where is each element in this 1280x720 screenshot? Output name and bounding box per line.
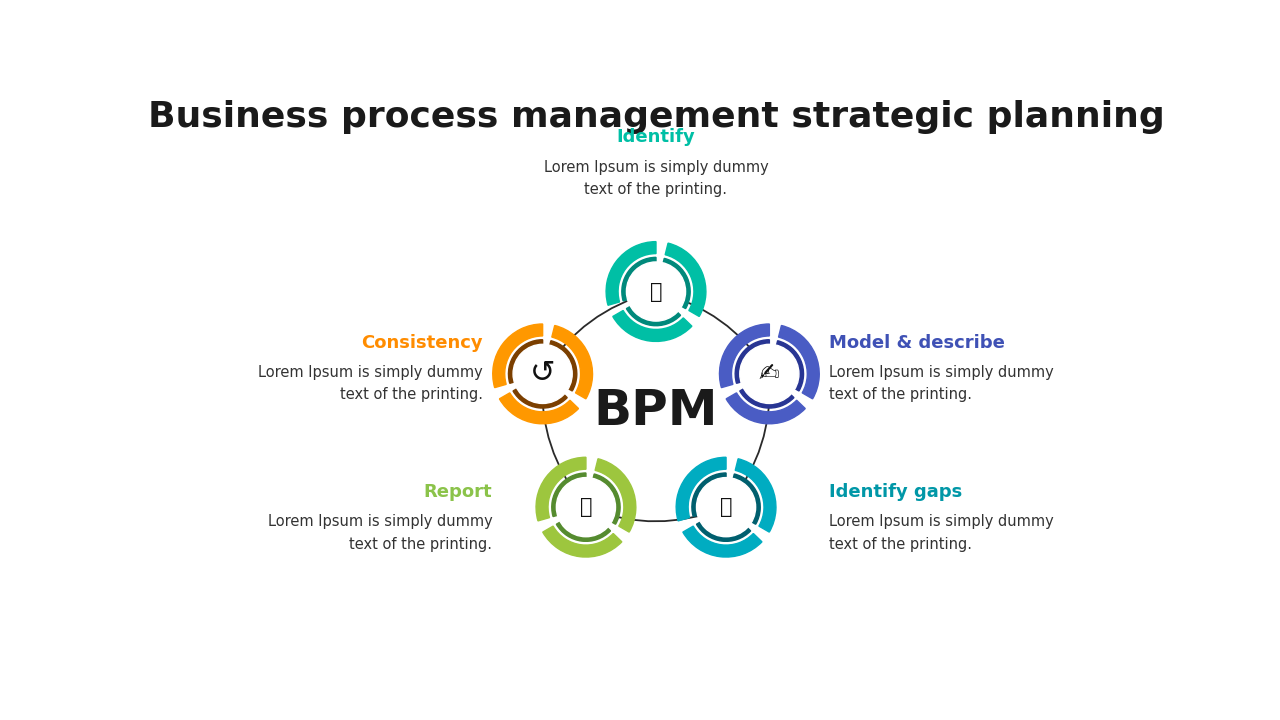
Text: 📄: 📄 [580,497,593,517]
FancyArrowPatch shape [659,292,767,370]
Text: Lorem Ipsum is simply dummy
text of the printing.: Lorem Ipsum is simply dummy text of the … [829,514,1053,552]
Text: Lorem Ipsum is simply dummy
text of the printing.: Lorem Ipsum is simply dummy text of the … [259,365,483,402]
Wedge shape [692,473,726,516]
Wedge shape [543,526,622,557]
Wedge shape [726,393,805,424]
Text: Model & describe: Model & describe [829,333,1005,351]
Wedge shape [662,258,690,309]
Circle shape [696,477,755,536]
Wedge shape [557,520,611,541]
Text: Identify gaps: Identify gaps [829,483,963,501]
Wedge shape [719,324,769,387]
Wedge shape [613,310,692,341]
Wedge shape [552,325,593,399]
Text: ↺: ↺ [530,359,556,388]
Wedge shape [536,457,586,521]
Wedge shape [593,474,620,524]
Text: 🔍: 🔍 [650,282,662,302]
Text: Report: Report [424,483,493,501]
Text: Identify: Identify [617,128,695,146]
Wedge shape [732,474,760,524]
Wedge shape [666,243,705,317]
Text: 📊: 📊 [719,497,732,517]
Circle shape [513,344,572,403]
Text: BPM: BPM [594,387,718,435]
Circle shape [557,477,616,536]
Wedge shape [778,325,819,399]
Wedge shape [499,393,579,424]
Wedge shape [607,242,657,305]
Wedge shape [740,387,794,408]
Wedge shape [776,341,804,391]
Circle shape [626,262,686,321]
Circle shape [740,344,799,403]
Wedge shape [552,473,586,516]
Text: Business process management strategic planning: Business process management strategic pl… [147,100,1165,134]
FancyArrowPatch shape [590,508,723,521]
Text: ✍: ✍ [759,362,780,386]
Text: Lorem Ipsum is simply dummy
text of the printing.: Lorem Ipsum is simply dummy text of the … [544,160,768,197]
Text: Lorem Ipsum is simply dummy
text of the printing.: Lorem Ipsum is simply dummy text of the … [268,514,493,552]
Wedge shape [626,305,681,325]
FancyArrowPatch shape [544,291,652,372]
Text: Lorem Ipsum is simply dummy
text of the printing.: Lorem Ipsum is simply dummy text of the … [829,365,1053,402]
Text: Consistency: Consistency [361,333,483,351]
FancyArrowPatch shape [730,377,769,503]
Wedge shape [549,341,577,391]
Wedge shape [622,257,657,301]
Wedge shape [676,457,726,521]
Wedge shape [696,520,750,541]
Wedge shape [595,459,636,532]
Wedge shape [513,387,567,408]
FancyArrowPatch shape [538,379,584,505]
Wedge shape [493,324,543,387]
Wedge shape [682,526,762,557]
Wedge shape [735,340,769,383]
Wedge shape [508,340,543,383]
Wedge shape [735,459,776,532]
